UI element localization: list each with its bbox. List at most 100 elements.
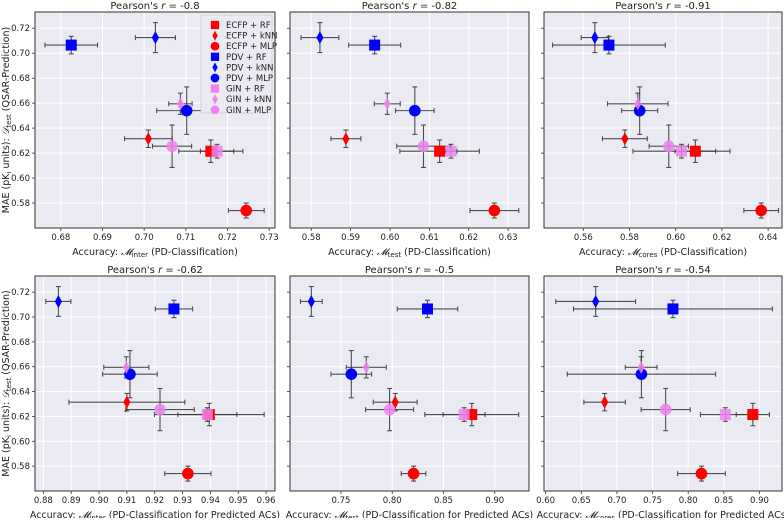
x-tick-label: 0.75 [331, 496, 350, 506]
legend-item: ECFP + kNN [212, 30, 278, 42]
ylabel-subscript-i: i [5, 435, 13, 437]
title-prefix: Pearson's [107, 265, 158, 276]
point-pdv-mlp [635, 368, 648, 380]
point-ecfp-rf [689, 145, 701, 157]
panel-title: Pearson's r = -0.82 [362, 1, 458, 12]
x-tick-label: 0.70 [607, 496, 626, 506]
legend-marker [212, 94, 218, 105]
title-r-symbol: r [666, 265, 671, 276]
x-tick-label: 0.61 [420, 233, 439, 243]
panel-4: 0.88 0.89 0.90 0.91 0.92 0.93 0.94 0.95 0.96 0.58… [1, 265, 280, 522]
y-tick-label: 0.72 [11, 288, 30, 298]
title-value: = -0.82 [417, 1, 458, 12]
point-gin-rf [211, 145, 223, 157]
xlabel-suffix: (PD-Classification) [148, 247, 238, 258]
point-gin-knn [634, 97, 642, 111]
title-value: = -0.62 [162, 265, 203, 276]
x-tick-label: 0.69 [93, 233, 112, 243]
title-r-symbol: r [416, 265, 421, 276]
point-pdv-knn [307, 294, 315, 308]
x-tick-label: 0.88 [34, 496, 53, 506]
title-prefix: Pearson's [110, 1, 161, 12]
title-value: = -0.91 [670, 1, 711, 12]
x-tick-label: 0.63 [499, 233, 518, 243]
ylabel-symbol: 𝒟 [1, 389, 12, 399]
xlabel-subscript: inter [132, 251, 148, 259]
point-gin-mlp [417, 140, 430, 153]
title-prefix: Pearson's [615, 265, 666, 276]
x-tick-label: 0.90 [750, 496, 769, 506]
x-tick-label: 0.58 [302, 233, 321, 243]
ylabel-mid: units): [1, 135, 12, 171]
x-tick-label: 0.95 [229, 496, 248, 506]
x-tick-label: 0.65 [572, 496, 591, 506]
point-pdv-knn [54, 294, 62, 308]
legend-item: GIN + kNN [212, 94, 272, 105]
x-axis-label: Accuracy: 𝓜inter (PD-Classification for … [30, 510, 280, 518]
ylabel-prefix: MAE (pK [1, 436, 12, 476]
legend-label: PDV + MLP [226, 74, 273, 84]
legend-marker [210, 84, 220, 93]
x-axis-label: Accuracy: 𝓜test (PD-Classification for P… [286, 510, 533, 518]
xlabel-suffix: (PD-Classification for Predicted ACs) [359, 510, 533, 518]
x-tick-label: 0.92 [145, 496, 164, 506]
panel-title: Pearson's r = -0.8 [110, 1, 199, 12]
legend-marker [210, 41, 220, 51]
point-ecfp-mlp [240, 204, 253, 217]
ylabel-suffix: (QSAR-Prediction) [1, 27, 12, 114]
y-tick-label: 0.68 [11, 338, 30, 348]
x-axis-label: Accuracy: 𝓜inter (PD-Classification) [72, 247, 238, 259]
xlabel-symbol: 𝓜 [121, 247, 135, 258]
y-tick-label: 0.72 [11, 24, 30, 34]
point-gin-rf [458, 409, 470, 421]
point-gin-rf [201, 409, 213, 421]
title-r-symbol: r [158, 265, 163, 276]
ylabel-suffix: (QSAR-Prediction) [1, 290, 12, 377]
x-tick-label: 0.56 [574, 233, 593, 243]
xlabel-symbol: 𝓜 [79, 510, 93, 518]
x-tick-label: 0.70 [135, 233, 154, 243]
point-ecfp-mlp [407, 467, 420, 480]
legend-item: ECFP + MLP [210, 41, 277, 52]
xlabel-prefix: Accuracy: [537, 510, 586, 518]
x-tick-label: 0.58 [620, 233, 639, 243]
x-axis-label: Accuracy: 𝓜cores (PD-Classification) [579, 247, 747, 259]
point-gin-mlp [383, 403, 396, 416]
point-ecfp-mlp [182, 467, 194, 480]
point-pdv-knn [151, 31, 160, 45]
xlabel-prefix: Accuracy: [30, 510, 79, 518]
legend-label: GIN + RF [226, 85, 265, 95]
xlabel-prefix: Accuracy: [328, 247, 377, 258]
point-ecfp-knn [123, 395, 131, 409]
x-tick-label: 0.80 [679, 496, 698, 506]
panel-title: Pearson's r = -0.62 [107, 265, 203, 276]
xlabel-prefix: Accuracy: [286, 510, 335, 518]
legend-label: ECFP + MLP [226, 42, 277, 52]
x-tick-label: 0.64 [759, 233, 778, 243]
x-tick-label: 0.72 [218, 233, 237, 243]
y-tick-label: 0.60 [11, 174, 30, 184]
point-ecfp-mlp [695, 467, 708, 480]
y-tick-label: 0.58 [11, 462, 30, 472]
x-tick-label: 0.75 [643, 496, 662, 506]
y-tick-label: 0.66 [11, 363, 30, 373]
plot-frame [34, 275, 276, 492]
plot-background [544, 276, 782, 491]
y-tick-label: 0.66 [11, 99, 30, 109]
x-tick-label: 0.94 [201, 496, 220, 506]
legend-item: GIN + RF [210, 84, 265, 95]
xlabel-symbol: 𝓜 [335, 510, 349, 518]
point-gin-knn [362, 360, 370, 374]
x-tick-label: 0.96 [257, 496, 276, 506]
point-gin-knn [176, 97, 185, 111]
y-tick-label: 0.64 [11, 124, 30, 134]
point-ecfp-rf [466, 409, 478, 421]
legend-label: GIN + MLP [226, 106, 271, 116]
title-value: = -0.5 [420, 265, 454, 276]
x-tick-label: 0.90 [485, 496, 504, 506]
legend-marker [210, 52, 220, 61]
legend-label: PDV + RF [226, 53, 267, 63]
x-tick-label: 0.85 [434, 496, 453, 506]
plot-background [544, 12, 782, 228]
